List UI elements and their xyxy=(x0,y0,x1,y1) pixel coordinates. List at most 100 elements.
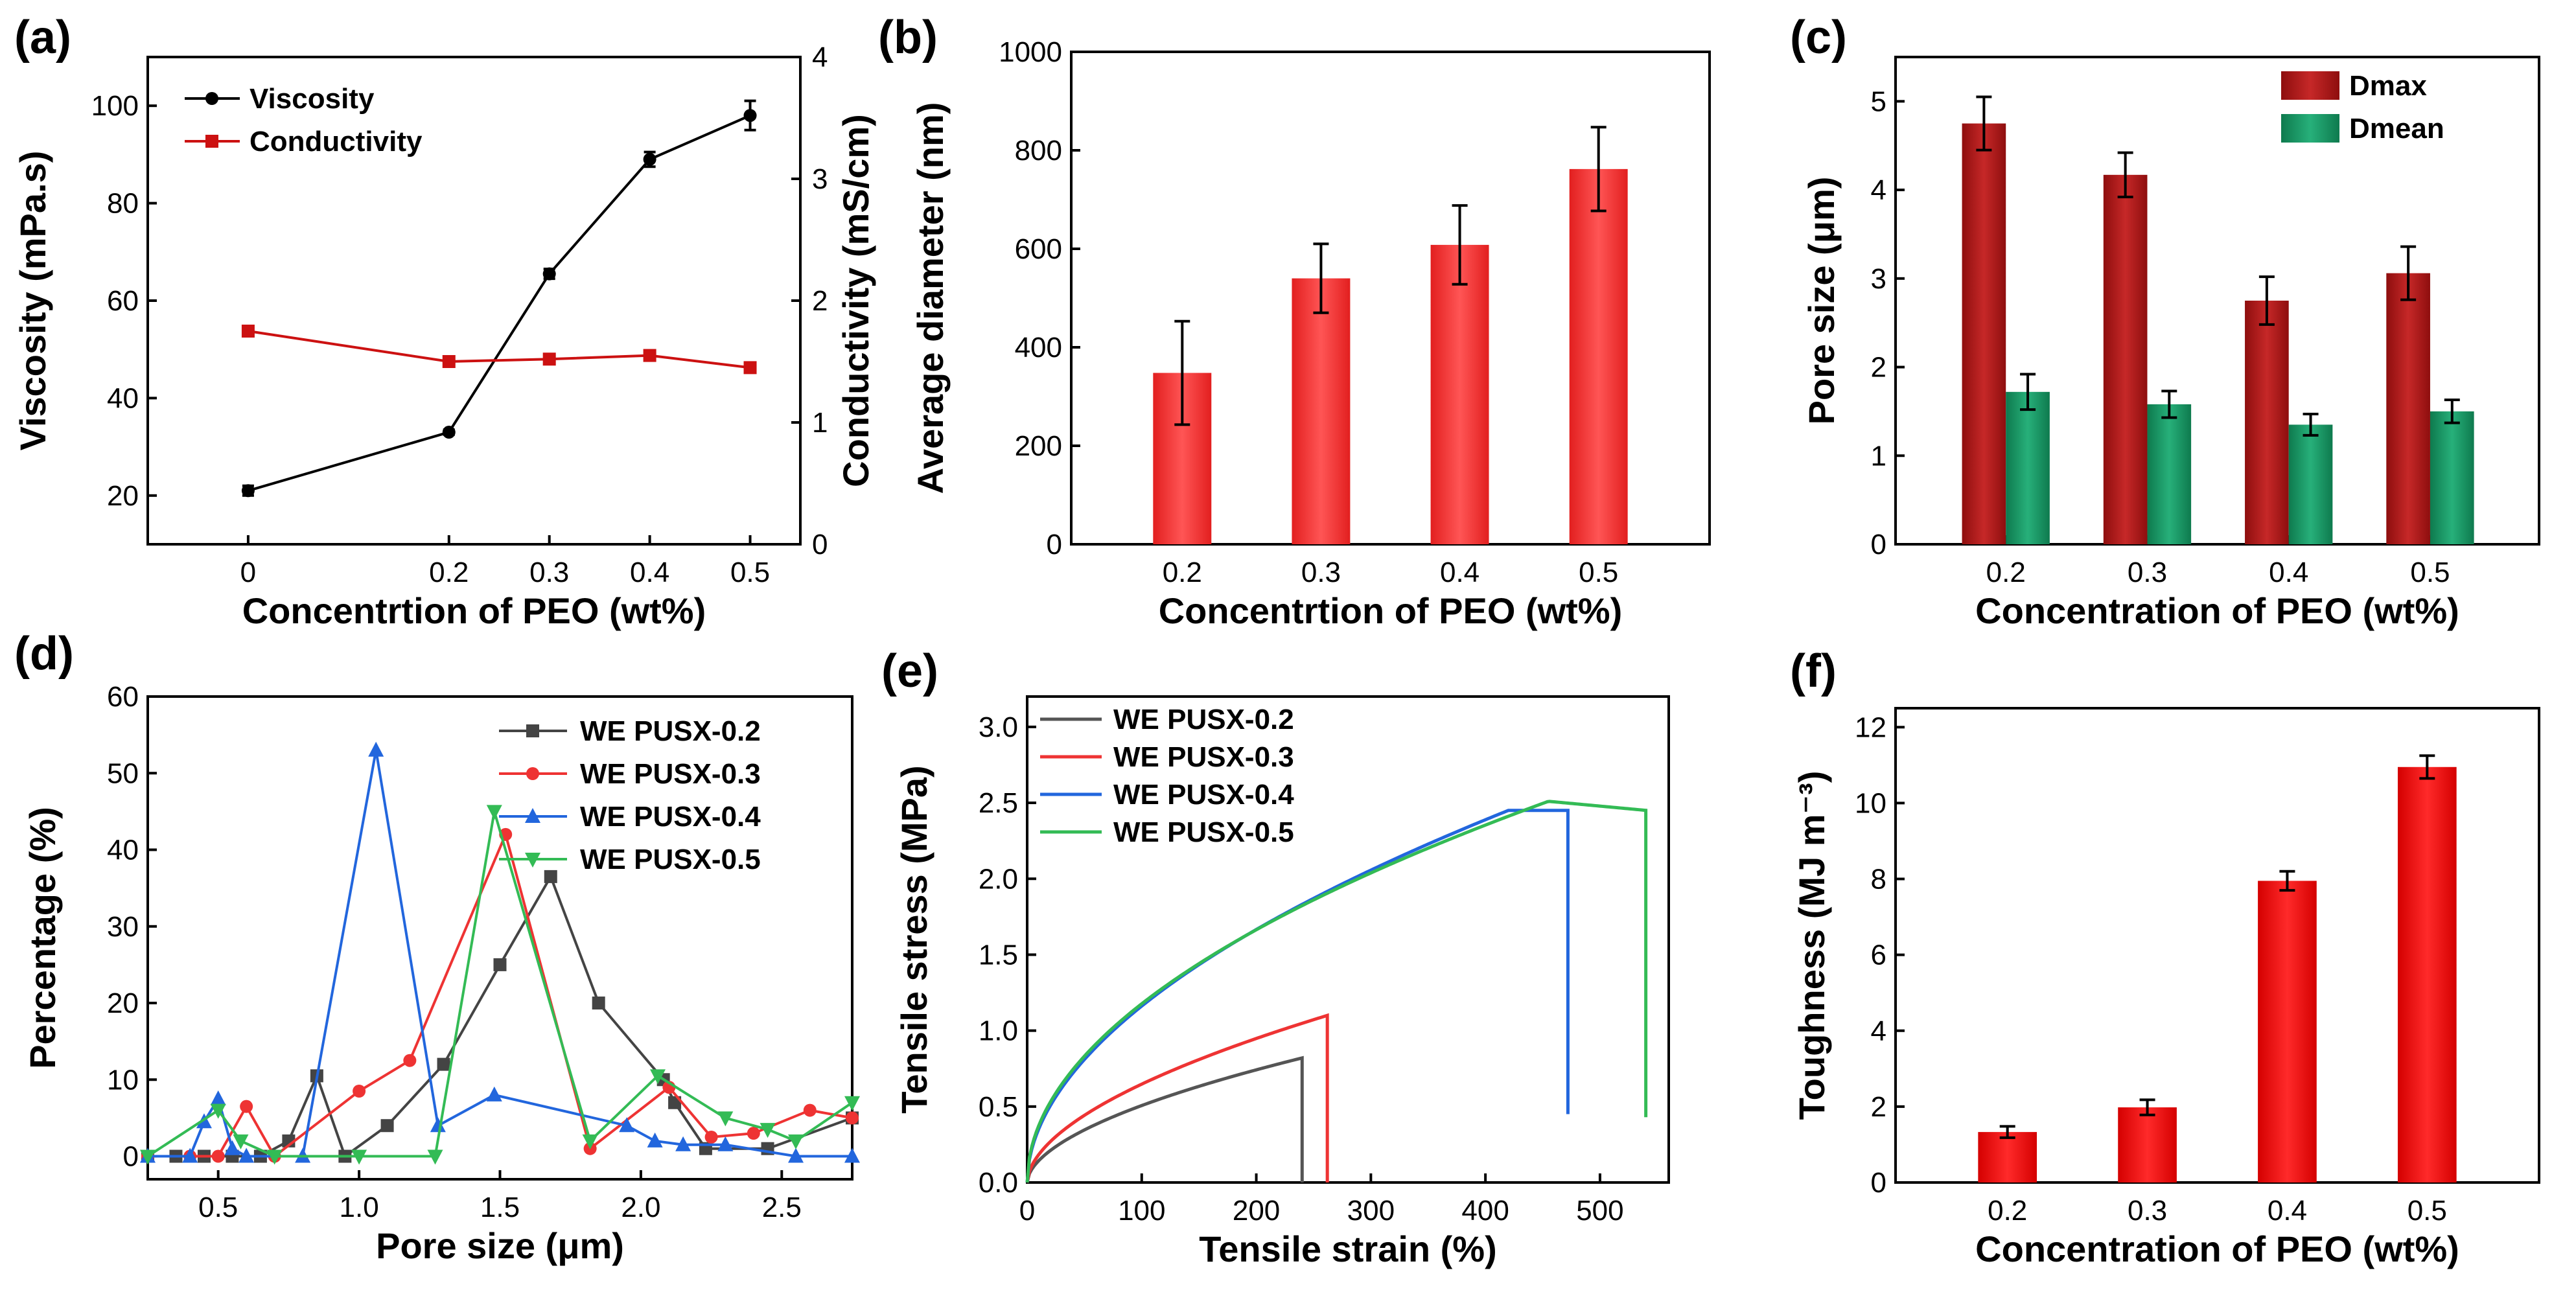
y-tick-label: 40 xyxy=(107,835,139,866)
x-tick-label: 500 xyxy=(1576,1195,1623,1227)
y-tick-label: 0 xyxy=(123,1141,139,1173)
y-tick-label: 6 xyxy=(1871,940,1886,971)
y-tick-label: 0.0 xyxy=(979,1167,1018,1199)
data-point xyxy=(403,1054,417,1067)
data-point xyxy=(210,1103,226,1119)
y-tick-label: 0.5 xyxy=(979,1091,1018,1123)
legend-swatch xyxy=(2281,114,2339,143)
y-axis-label: Pore size (μm) xyxy=(1801,177,1842,425)
x-tick-label: 0.2 xyxy=(1986,557,2026,588)
x-tick-label: 0.3 xyxy=(1301,557,1341,588)
x-tick-label: 400 xyxy=(1461,1195,1509,1227)
data-point xyxy=(241,325,255,338)
panel-e: 0.0 0.5 1.0 1.5 2.0 2.5 3.0 0 100 200 300 400 500 Ten… xyxy=(881,645,1670,1269)
data-point xyxy=(760,1123,776,1138)
data-point xyxy=(846,1111,859,1125)
y-tick-label: 50 xyxy=(107,757,139,789)
y-tick-label: 3 xyxy=(1871,263,1886,295)
legend-label: WE PUSX-0.5 xyxy=(580,844,761,875)
data-point xyxy=(526,767,539,780)
data-point xyxy=(717,1136,734,1151)
data-point xyxy=(233,1134,249,1149)
bar xyxy=(2245,301,2289,544)
y-tick-label: 2.0 xyxy=(979,863,1018,895)
y-tick-label: 20 xyxy=(107,987,139,1019)
x-tick-label: 0.3 xyxy=(529,557,569,588)
legend-label: WE PUSX-0.3 xyxy=(580,758,761,790)
y2-tick-label: 4 xyxy=(812,41,828,73)
data-point xyxy=(205,135,218,148)
y-tick-label: 1000 xyxy=(999,36,1062,68)
data-point xyxy=(743,361,757,375)
x-tick-label: 0.3 xyxy=(2128,557,2167,588)
y-tick-label: 0 xyxy=(1871,529,1886,560)
x-axis-label: Concentration of PEO (wt%) xyxy=(1975,1228,2459,1269)
plot-frame xyxy=(1070,51,1711,546)
legend-label: Dmean xyxy=(2349,113,2444,144)
plot-frame xyxy=(146,56,802,546)
x-tick-label: 2.0 xyxy=(621,1192,660,1223)
x-tick-label: 0 xyxy=(240,557,256,588)
y-axis-label: Toughness (MJ m⁻³) xyxy=(1791,771,1832,1120)
data-point xyxy=(240,1100,253,1113)
y-tick-label: 200 xyxy=(1015,430,1062,462)
y-tick-label: 10 xyxy=(107,1064,139,1096)
series-line xyxy=(1025,1055,1304,1183)
y2-tick-label: 2 xyxy=(812,285,828,317)
data-point xyxy=(486,805,502,820)
data-point xyxy=(241,484,255,498)
legend-label: Viscosity xyxy=(249,83,375,115)
data-point xyxy=(437,1057,450,1071)
legend-label: WE PUSX-0.4 xyxy=(1113,779,1294,811)
bar xyxy=(1569,168,1628,544)
data-point xyxy=(582,1134,598,1149)
legend-label: WE PUSX-0.2 xyxy=(580,715,761,747)
panel-label: (c) xyxy=(1790,12,1847,63)
bar xyxy=(1292,278,1351,544)
series-line xyxy=(1025,800,1648,1183)
data-point xyxy=(542,267,556,281)
y-axis-label: Percentage (%) xyxy=(22,807,63,1069)
plot-frame xyxy=(1894,707,2540,1184)
x-tick-label: 0.2 xyxy=(1988,1195,2027,1227)
x-axis-label: Concentration of PEO (wt%) xyxy=(1975,590,2459,631)
x-tick-label: 0 xyxy=(1019,1195,1035,1227)
data-point xyxy=(351,1149,367,1165)
data-point xyxy=(210,1090,226,1105)
y-tick-label: 1 xyxy=(1871,440,1886,472)
y-axis-label: Tensile stress (MPa) xyxy=(894,765,934,1113)
y-tick-label: 10 xyxy=(1855,787,1886,819)
x-tick-label: 0.5 xyxy=(1579,557,1618,588)
series-line xyxy=(248,330,750,369)
y2-tick-label: 1 xyxy=(812,407,828,439)
data-point xyxy=(442,426,456,439)
bar xyxy=(1978,1132,2037,1182)
data-point xyxy=(647,1132,663,1147)
y-tick-label: 2 xyxy=(1871,352,1886,384)
x-axis-label: Concentrtion of PEO (wt%) xyxy=(242,590,706,631)
bar xyxy=(2386,273,2430,544)
x-tick-label: 0.2 xyxy=(429,557,469,588)
bar xyxy=(1962,123,2006,544)
data-point xyxy=(266,1149,283,1165)
x-tick-label: 0.4 xyxy=(2269,557,2308,588)
panel-label: (f) xyxy=(1790,645,1837,697)
panel-b: 0 200 400 600 800 1000 0.2 0.3 0.4 0.5Concentrtio… xyxy=(878,12,1711,631)
data-point xyxy=(211,1149,225,1163)
data-point xyxy=(844,1096,860,1111)
panel-label: (e) xyxy=(881,645,938,697)
x-tick-label: 0.4 xyxy=(2268,1195,2307,1227)
y-tick-label: 600 xyxy=(1015,233,1062,265)
data-point xyxy=(140,1149,156,1165)
legend-label: Dmax xyxy=(2349,70,2427,102)
y2-tick-label: 3 xyxy=(812,163,828,195)
series-line xyxy=(148,830,853,1159)
series-line xyxy=(1025,809,1570,1183)
bar xyxy=(2103,174,2148,544)
data-point xyxy=(788,1147,804,1163)
series-line xyxy=(1025,1013,1329,1183)
panel-label: (a) xyxy=(14,12,71,63)
data-point xyxy=(643,152,656,166)
